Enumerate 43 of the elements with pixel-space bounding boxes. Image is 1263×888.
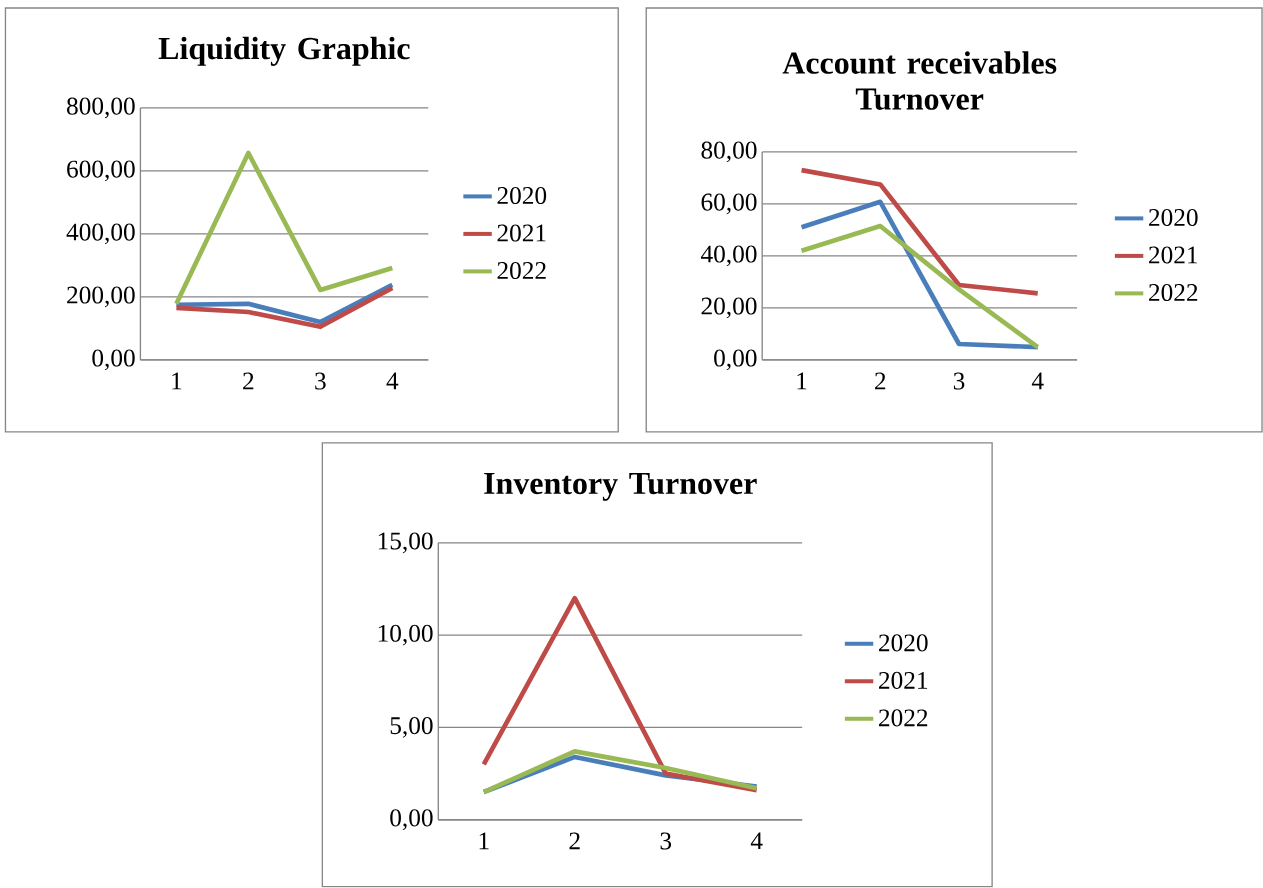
y-tick-label: 5,00 (390, 717, 433, 738)
y-tick-label: 60,00 (701, 193, 757, 215)
line-series (799, 199, 1041, 350)
line-series (799, 167, 1041, 296)
x-tick-label: 2 (875, 372, 886, 390)
legend-label: 2022 (1149, 284, 1198, 302)
x-tick-label: 1 (172, 372, 182, 390)
line-series (799, 223, 1041, 350)
y-tick-label: 600,00 (67, 160, 135, 182)
x-tick-label: 3 (953, 372, 965, 390)
legend-label: 2022 (497, 262, 546, 280)
y-tick-label: 0,00 (390, 809, 433, 831)
legend-label: 2021 (1149, 246, 1198, 264)
y-tick-label: 0,00 (714, 349, 757, 371)
y-tick-label: 10,00 (378, 624, 433, 646)
line-series (174, 150, 395, 307)
x-tick-label: 4 (1031, 372, 1044, 390)
x-tick-label: 1 (479, 832, 489, 850)
legend-label: 2022 (879, 709, 928, 727)
legend-label: 2020 (497, 187, 547, 205)
chart-title: Inventory Turnover (484, 473, 757, 501)
line-series (481, 596, 760, 793)
legend-label: 2020 (879, 634, 928, 652)
y-tick-label: 20,00 (701, 297, 757, 319)
y-tick-label: 800,00 (67, 97, 135, 119)
y-tick-label: 80,00 (701, 141, 757, 163)
legend-label: 2021 (497, 224, 546, 242)
chart-title: Liquidity Graphic (158, 36, 410, 67)
y-tick-label: 200,00 (67, 286, 135, 308)
x-tick-label: 4 (386, 372, 399, 390)
y-tick-label: 15,00 (378, 532, 433, 554)
x-tick-label: 3 (660, 832, 672, 850)
x-tick-label: 1 (797, 372, 807, 390)
x-tick-label: 2 (569, 832, 580, 850)
y-tick-label: 40,00 (701, 245, 757, 267)
legend-label: 2020 (1149, 209, 1198, 227)
x-tick-label: 2 (243, 372, 254, 390)
legend-label: 2021 (879, 672, 928, 690)
y-tick-label: 400,00 (66, 223, 135, 245)
chart-title: Account receivables Turnover (782, 51, 1057, 111)
x-tick-label: 3 (315, 372, 326, 390)
y-tick-label: 0,00 (92, 349, 135, 371)
x-tick-label: 4 (750, 832, 763, 850)
